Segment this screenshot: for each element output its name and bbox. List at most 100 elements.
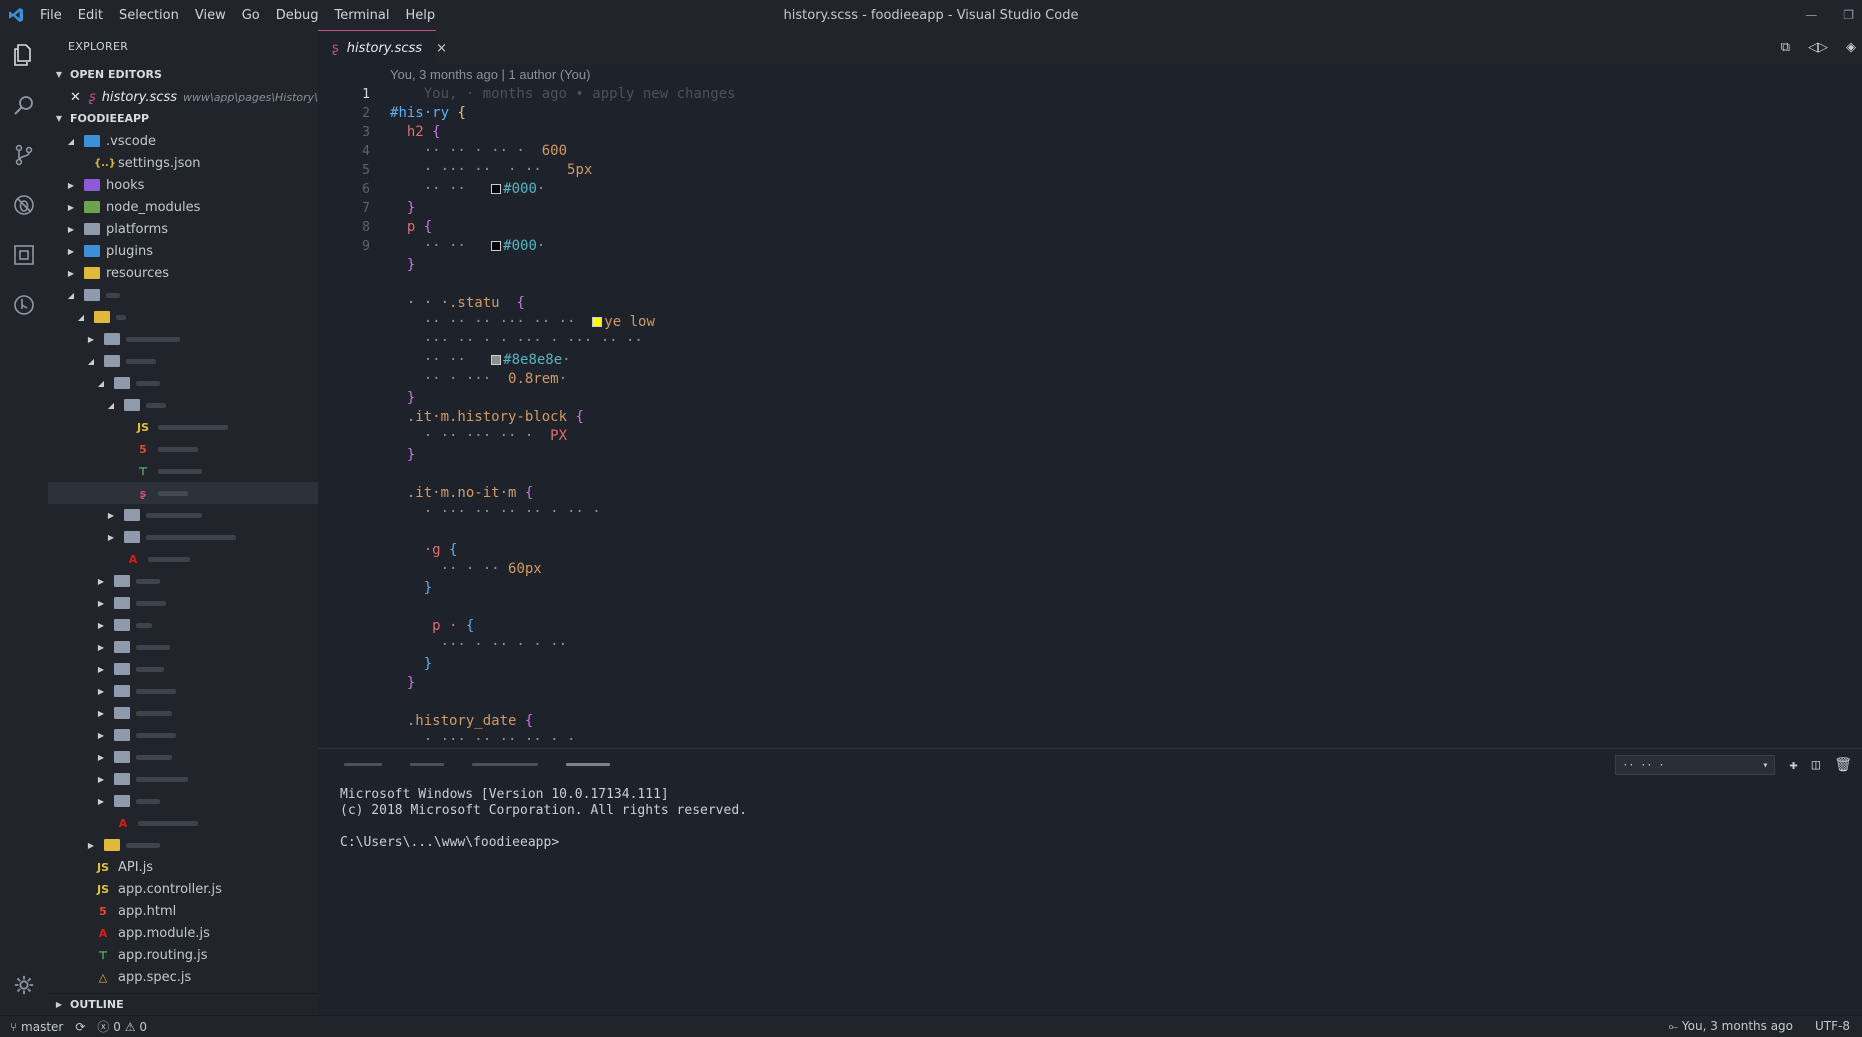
menu-file[interactable]: File (40, 7, 62, 23)
tree-item[interactable]: ◢ (48, 394, 318, 416)
tree-item[interactable]: JS API.js (48, 856, 318, 878)
code-token: } (390, 390, 416, 406)
code-editor[interactable]: You, 3 months ago | 1 author (You) 1 2 3 4 5… (318, 65, 1862, 748)
menu-edit[interactable]: Edit (77, 7, 103, 23)
toggle-blame-icon[interactable]: ◁▷ (1808, 40, 1828, 55)
tree-item[interactable]: ⊤ app.routing.js (48, 944, 318, 966)
scss-icon: ʂ (88, 89, 96, 105)
tree-item[interactable]: ▶ (48, 790, 318, 812)
open-changes-icon[interactable]: ⧉ (1780, 40, 1790, 55)
tab-history-scss[interactable]: ʂ history.scss × (318, 30, 447, 65)
menu-debug[interactable]: Debug (275, 7, 319, 23)
git-history-icon[interactable] (0, 280, 48, 330)
tree-item[interactable]: ▶ (48, 592, 318, 614)
split-terminal-icon[interactable]: ◫ (1811, 757, 1821, 773)
tree-item-label: .vscode (106, 133, 156, 149)
tree-item[interactable]: ▶ resources (48, 262, 318, 284)
tree-item[interactable]: ▶ platforms (48, 218, 318, 240)
chevron-down-icon: ▼ (55, 114, 63, 123)
open-editors-header[interactable]: ▼ OPEN EDITORS (48, 64, 318, 86)
tab-problems[interactable] (344, 762, 382, 766)
explorer-icon[interactable] (0, 30, 48, 80)
tree-item[interactable]: 5 app.html (48, 900, 318, 922)
terminal-select[interactable]: ·· ·· · ▾ (1615, 755, 1776, 775)
color-swatch[interactable] (491, 184, 502, 194)
tree-item[interactable]: ▶ (48, 636, 318, 658)
tree-item[interactable]: ▶ (48, 834, 318, 856)
tree-item[interactable]: ʂ (48, 482, 318, 504)
menu-view[interactable]: View (194, 7, 226, 23)
tree-item[interactable]: A (48, 812, 318, 834)
restore-icon[interactable]: ❐ (1843, 8, 1854, 22)
code-token (390, 409, 407, 425)
tree-item[interactable]: ▶ (48, 658, 318, 680)
tab-debug-console[interactable] (472, 762, 538, 766)
close-tab-icon[interactable]: × (436, 40, 447, 56)
menu-go[interactable]: Go (241, 7, 260, 23)
menu-terminal[interactable]: Terminal (334, 7, 390, 23)
project-header[interactable]: ▼ FOODIEEAPP (48, 108, 318, 130)
tree-item[interactable]: ▶ plugins (48, 240, 318, 262)
tree-item[interactable]: ▶ (48, 746, 318, 768)
debug-icon[interactable] (0, 180, 48, 230)
tree-item[interactable]: {..} settings.json (48, 152, 318, 174)
source-control-icon[interactable] (0, 130, 48, 180)
encoding-status[interactable]: UTF-8 (1815, 1019, 1850, 1033)
tree-item[interactable]: ▶ (48, 570, 318, 592)
json-icon: {..} (94, 157, 116, 169)
tree-item[interactable]: ⊤ (48, 460, 318, 482)
menu-selection[interactable]: Selection (118, 7, 179, 23)
tree-item[interactable]: JS (48, 416, 318, 438)
tree-item[interactable]: ◢ (48, 372, 318, 394)
open-editor-item[interactable]: ✕ ʂ history.scss www\app\pages\History\h… (48, 86, 318, 108)
color-swatch[interactable] (491, 241, 502, 251)
folder-icon (114, 773, 130, 785)
tree-item[interactable]: ◢ (48, 350, 318, 372)
tree-item[interactable]: ▶ (48, 680, 318, 702)
code-line: · · ·.statu { (390, 294, 1862, 313)
color-swatch[interactable] (592, 317, 603, 327)
code-token: } (390, 580, 433, 596)
tree-item[interactable]: ◢ (48, 306, 318, 328)
tree-item-label: settings.json (118, 155, 201, 171)
git-compare-icon[interactable]: ◈ (1846, 40, 1856, 55)
tree-item[interactable]: ▶ (48, 768, 318, 790)
sync-icon[interactable]: ⟳ (75, 1019, 86, 1034)
tree-item[interactable]: ▶ (48, 504, 318, 526)
code-content[interactable]: You, · months ago • apply new changes #hi… (390, 85, 1862, 748)
tree-item[interactable]: 5 (48, 438, 318, 460)
tree-item[interactable]: ◢ .vscode (48, 130, 318, 152)
extensions-icon[interactable] (0, 230, 48, 280)
tree-item[interactable]: ◢ (48, 284, 318, 306)
tree-item[interactable]: A (48, 548, 318, 570)
problems-item[interactable]: ⓧ 0 ⚠ 0 (97, 1020, 147, 1034)
tree-item[interactable]: ▶ (48, 328, 318, 350)
search-icon[interactable] (0, 80, 48, 130)
tree-item[interactable]: ▶ (48, 724, 318, 746)
close-icon[interactable]: ✕ (70, 89, 81, 105)
outline-header[interactable]: ▶ OUTLINE (48, 993, 318, 1015)
blame-status[interactable]: ⟜ You, 3 months ago (1668, 1019, 1794, 1033)
settings-gear-icon[interactable] (0, 965, 48, 1005)
tree-item[interactable]: ▶ node_modules (48, 196, 318, 218)
tree-item[interactable]: JS app.controller.js (48, 878, 318, 900)
code-line: · ·· ··· ·· · PX (390, 427, 1862, 446)
tree-item[interactable]: ▶ (48, 526, 318, 548)
tab-terminal[interactable] (566, 762, 610, 766)
trash-icon[interactable]: 🗑 (1834, 757, 1852, 773)
branch-item[interactable]: ⑂ master (10, 1019, 64, 1034)
terminal-output[interactable]: Microsoft Windows [Version 10.0.17134.11… (318, 779, 1862, 851)
blurred-label (158, 424, 228, 430)
menu-help[interactable]: Help (405, 7, 436, 23)
minimize-icon[interactable]: — (1805, 8, 1818, 22)
tree-item[interactable]: △ app.spec.js (48, 966, 318, 988)
add-terminal-icon[interactable]: ✚ (1789, 757, 1798, 773)
tree-item-label: app.routing.js (118, 947, 208, 963)
color-swatch[interactable] (491, 355, 502, 365)
tree-item[interactable]: ▶ hooks (48, 174, 318, 196)
blame-codelens[interactable]: You, 3 months ago | 1 author (You) (390, 67, 591, 82)
tree-item[interactable]: ▶ (48, 702, 318, 724)
tab-output[interactable] (410, 762, 444, 766)
tree-item[interactable]: ▶ (48, 614, 318, 636)
